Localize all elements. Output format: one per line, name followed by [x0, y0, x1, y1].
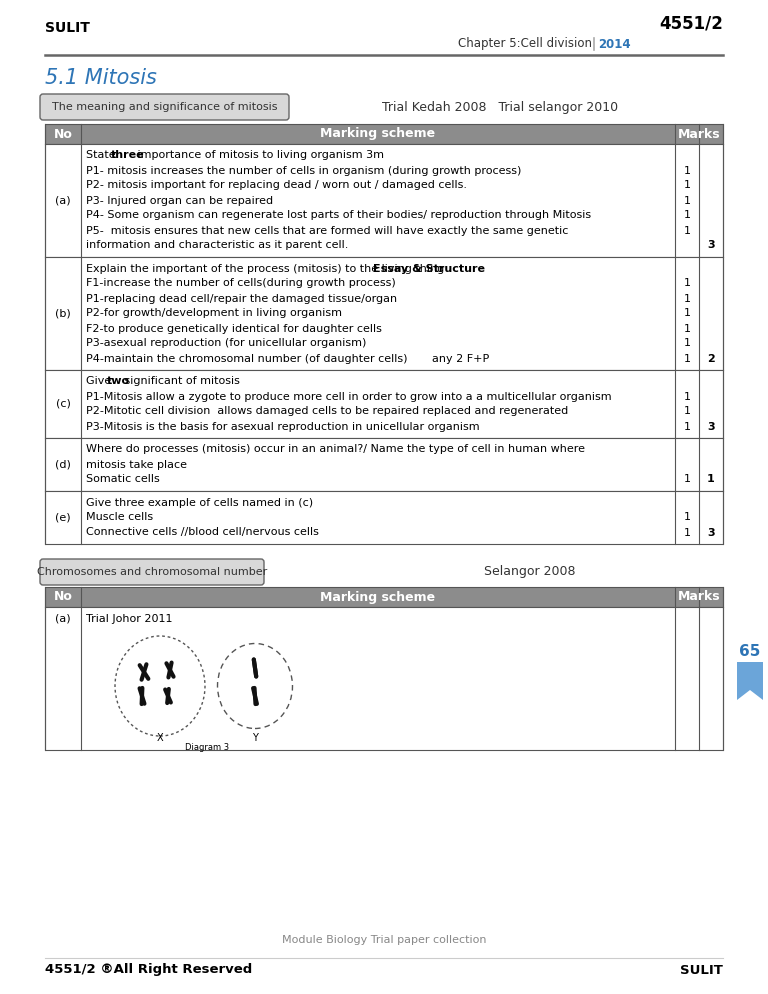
Bar [45, 587, 723, 607]
Text: 1: 1 [684, 293, 690, 303]
Text: 1: 1 [684, 196, 690, 206]
Bar [45, 144, 723, 257]
Text: 2: 2 [707, 354, 715, 364]
Text: 1: 1 [684, 407, 690, 416]
Text: P4-maintain the chromosomal number (of daughter cells)       any 2 F+P: P4-maintain the chromosomal number (of d… [86, 354, 489, 364]
Text: 1: 1 [684, 474, 690, 484]
Text: P3-Mitosis is the basis for asexual reproduction in unicellular organism: P3-Mitosis is the basis for asexual repr… [86, 421, 480, 431]
Text: information and characteristic as it parent cell.: information and characteristic as it par… [86, 241, 349, 250]
Text: (c): (c) [55, 399, 71, 409]
Bar [45, 491, 723, 544]
Text: Marking scheme: Marking scheme [320, 127, 435, 140]
Text: 1: 1 [684, 339, 690, 349]
Text: SULIT: SULIT [45, 21, 90, 35]
Text: two: two [107, 377, 130, 387]
Text: Y: Y [252, 733, 258, 743]
Polygon shape [737, 662, 763, 700]
Text: 1: 1 [684, 278, 690, 288]
Text: mitosis take place: mitosis take place [86, 459, 187, 469]
Text: importance of mitosis to living organism 3m: importance of mitosis to living organism… [134, 150, 384, 160]
Text: Chromosomes and chromosomal number: Chromosomes and chromosomal number [37, 567, 267, 577]
Text: Marks: Marks [677, 590, 720, 603]
Text: Trial Kedah 2008   Trial selangor 2010: Trial Kedah 2008 Trial selangor 2010 [382, 100, 618, 113]
Text: State: State [86, 150, 119, 160]
Text: 1: 1 [684, 354, 690, 364]
Text: 3: 3 [707, 528, 715, 538]
Text: (e): (e) [55, 513, 71, 523]
FancyBboxPatch shape [40, 94, 289, 120]
Text: Where do processes (mitosis) occur in an animal?/ Name the type of cell in human: Where do processes (mitosis) occur in an… [86, 444, 585, 454]
Text: Chapter 5:Cell division: Chapter 5:Cell division [458, 38, 592, 51]
Text: significant of mitosis: significant of mitosis [121, 377, 240, 387]
Text: P2-for growth/development in living organism: P2-for growth/development in living orga… [86, 308, 342, 318]
Ellipse shape [115, 636, 205, 736]
Text: P2- mitosis important for replacing dead / worn out / damaged cells.: P2- mitosis important for replacing dead… [86, 181, 467, 191]
FancyBboxPatch shape [40, 559, 264, 585]
Text: 3: 3 [707, 421, 715, 431]
Text: Essay & Structure: Essay & Structure [373, 263, 485, 273]
Text: F1-increase the number of cells(during growth process): F1-increase the number of cells(during g… [86, 278, 396, 288]
Text: X: X [157, 733, 164, 743]
Text: F2-to produce genetically identical for daughter cells: F2-to produce genetically identical for … [86, 323, 382, 334]
Text: P1- mitosis increases the number of cells in organism (during growth process): P1- mitosis increases the number of cell… [86, 165, 521, 176]
Text: Trial Johor 2011: Trial Johor 2011 [86, 613, 173, 623]
Text: Connective cells //blood cell/nervous cells: Connective cells //blood cell/nervous ce… [86, 528, 319, 538]
Text: 1: 1 [707, 474, 715, 484]
Text: Marking scheme: Marking scheme [320, 590, 435, 603]
Text: Selangor 2008: Selangor 2008 [485, 566, 576, 579]
Text: Give three example of cells named in (c): Give three example of cells named in (c) [86, 498, 313, 508]
Text: 65: 65 [740, 644, 760, 659]
Text: Marks: Marks [677, 127, 720, 140]
Text: P5-  mitosis ensures that new cells that are formed will have exactly the same g: P5- mitosis ensures that new cells that … [86, 226, 568, 236]
Text: 1: 1 [684, 165, 690, 176]
Text: Somatic cells: Somatic cells [86, 474, 160, 484]
Text: 4551/2: 4551/2 [659, 15, 723, 33]
Text: 3: 3 [707, 241, 715, 250]
Text: three: three [111, 150, 144, 160]
Text: P3- Injured organ can be repaired: P3- Injured organ can be repaired [86, 196, 273, 206]
Text: Explain the important of the process (mitosis) to the living thing: Explain the important of the process (mi… [86, 263, 455, 273]
Text: No: No [54, 127, 72, 140]
Text: 1: 1 [684, 513, 690, 523]
Text: 1: 1 [684, 323, 690, 334]
Text: No: No [54, 590, 72, 603]
Text: P2-Mitotic cell division  allows damaged cells to be repaired replaced and regen: P2-Mitotic cell division allows damaged … [86, 407, 568, 416]
Bar [45, 257, 723, 370]
Text: 1: 1 [684, 226, 690, 236]
Text: 1: 1 [684, 308, 690, 318]
Bar [45, 124, 723, 144]
Text: 1: 1 [684, 421, 690, 431]
Text: Diagram 3: Diagram 3 [185, 743, 230, 751]
Text: 1: 1 [684, 528, 690, 538]
Text: 1: 1 [684, 392, 690, 402]
Bar [45, 607, 723, 750]
Bar [45, 438, 723, 491]
Text: 1: 1 [684, 181, 690, 191]
Text: 2014: 2014 [598, 38, 631, 51]
Text: (b): (b) [55, 308, 71, 318]
Text: P1-Mitosis allow a zygote to produce more cell in order to grow into a a multice: P1-Mitosis allow a zygote to produce mor… [86, 392, 611, 402]
Ellipse shape [217, 643, 293, 729]
Text: SULIT: SULIT [680, 963, 723, 976]
Text: P1-replacing dead cell/repair the damaged tissue/organ: P1-replacing dead cell/repair the damage… [86, 293, 397, 303]
Text: P3-asexual reproduction (for unicellular organism): P3-asexual reproduction (for unicellular… [86, 339, 366, 349]
Text: The meaning and significance of mitosis: The meaning and significance of mitosis [51, 102, 277, 112]
Text: 1: 1 [684, 211, 690, 221]
Text: P4- Some organism can regenerate lost parts of their bodies/ reproduction throug: P4- Some organism can regenerate lost pa… [86, 211, 591, 221]
Text: Module Biology Trial paper collection: Module Biology Trial paper collection [282, 935, 486, 945]
Text: (a): (a) [55, 613, 71, 623]
Bar [45, 370, 723, 438]
Text: 5.1 Mitosis: 5.1 Mitosis [45, 68, 157, 88]
Text: (d): (d) [55, 459, 71, 469]
Text: 4551/2 ®All Right Reserved: 4551/2 ®All Right Reserved [45, 963, 252, 976]
Text: Muscle cells: Muscle cells [86, 513, 153, 523]
Text: Give: Give [86, 377, 114, 387]
Text: (a): (a) [55, 196, 71, 206]
